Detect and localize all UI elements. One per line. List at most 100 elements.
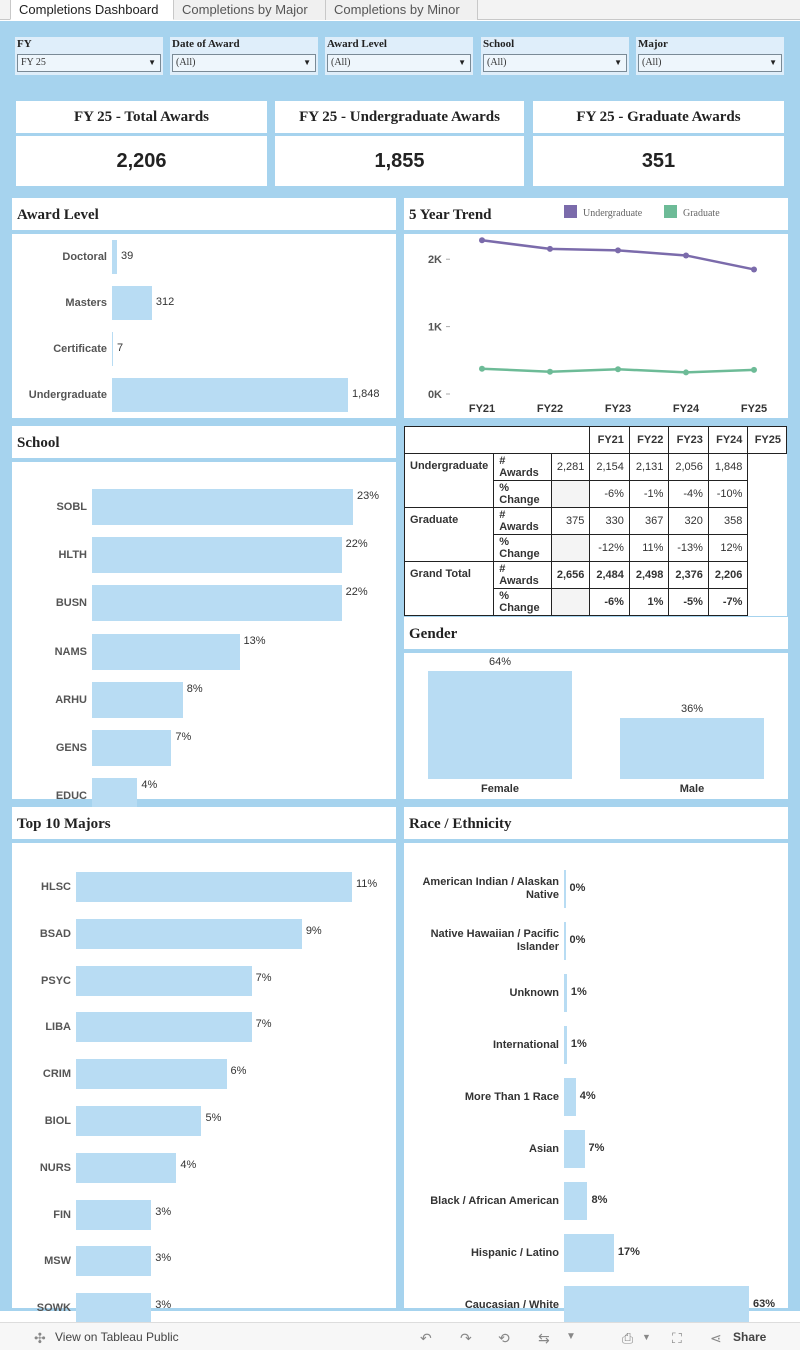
bar[interactable] <box>92 585 342 622</box>
row-metric-label: % Change <box>493 588 552 616</box>
dashboard: FY FY 25 ▼ Date of Award (All) ▼ Award Lev… <box>0 21 800 1324</box>
fy-select[interactable]: FY 25 ▼ <box>17 54 161 72</box>
bar-value-label: 7% <box>588 1142 605 1154</box>
fullscreen-icon[interactable]: ⛶ <box>672 1330 682 1346</box>
bar[interactable] <box>564 1234 614 1272</box>
bar-label: SOBL <box>56 501 87 513</box>
share-button[interactable]: Share <box>733 1330 767 1344</box>
data-point[interactable] <box>479 237 485 244</box>
bar[interactable] <box>76 872 352 902</box>
revert-icon[interactable]: ⟲ <box>498 1330 510 1346</box>
panel-title: 5 Year Trend <box>409 207 492 223</box>
view-on-tableau-link[interactable]: View on Tableau Public <box>55 1330 179 1344</box>
filter-value: (All) <box>176 57 196 68</box>
column-header: FY23 <box>668 426 709 454</box>
kpi-value: 1,855 <box>374 150 425 172</box>
bar[interactable] <box>76 1293 152 1324</box>
tab-completions-by-minor[interactable]: Completions by Minor <box>326 0 478 20</box>
bar[interactable] <box>564 974 567 1012</box>
data-point[interactable] <box>683 369 689 376</box>
bar[interactable] <box>76 1059 227 1090</box>
table-cell <box>550 480 591 508</box>
bar[interactable] <box>564 1286 749 1324</box>
data-point[interactable] <box>547 245 553 252</box>
bar[interactable] <box>564 922 566 960</box>
redo-icon[interactable]: ↷ <box>460 1330 472 1346</box>
chevron-down-icon[interactable]: ▼ <box>642 1332 651 1342</box>
bar[interactable] <box>112 240 117 274</box>
bar[interactable] <box>564 1078 576 1116</box>
tableau-toolbar: ✣ View on Tableau Public ↶ ↷ ⟲ ⇆ ▼ ⎙ ▼ ⛶… <box>0 1322 800 1350</box>
bar-label: BIOL <box>44 1115 71 1127</box>
table-cell: -7% <box>707 588 749 616</box>
bar[interactable] <box>76 1106 202 1136</box>
undo-icon[interactable]: ↶ <box>420 1330 432 1346</box>
panel-title: Race / Ethnicity <box>409 816 512 832</box>
kpi-total-value-box: 2,206 <box>16 136 267 186</box>
bar[interactable] <box>564 1182 588 1220</box>
bar[interactable] <box>564 1026 567 1064</box>
bar-label: ARHU <box>55 693 87 706</box>
bar[interactable] <box>76 918 302 949</box>
bar[interactable] <box>92 537 342 574</box>
bar[interactable] <box>620 718 764 779</box>
table-header-row: FY21 FY22 FY23 FY24 FY25 <box>403 426 787 454</box>
school-select[interactable]: (All) ▼ <box>483 54 627 72</box>
bar[interactable] <box>564 1130 585 1168</box>
legend-swatch-undergraduate <box>564 205 577 218</box>
tab-completions-by-major[interactable]: Completions by Major <box>174 0 326 20</box>
bar[interactable] <box>76 1199 152 1230</box>
panel-title: School <box>17 435 60 451</box>
bar[interactable] <box>76 1152 177 1183</box>
bar[interactable] <box>564 870 566 908</box>
award-level-select[interactable]: (All) ▼ <box>327 54 471 72</box>
tab-completions-dashboard[interactable]: Completions Dashboard <box>10 0 174 20</box>
legend-label: Graduate <box>683 208 720 219</box>
bar[interactable] <box>428 671 572 779</box>
refresh-icon[interactable]: ⇆ <box>538 1330 550 1346</box>
date-of-award-select[interactable]: (All) ▼ <box>172 54 316 72</box>
bar[interactable] <box>76 1012 252 1043</box>
data-point[interactable] <box>751 366 757 373</box>
filter-label: FY <box>17 38 32 50</box>
dropdown-arrow-icon: ▼ <box>769 58 777 67</box>
bar[interactable] <box>76 965 252 996</box>
bar[interactable] <box>92 633 240 670</box>
bar[interactable] <box>112 286 152 320</box>
download-icon[interactable]: ⎙ <box>622 1330 634 1346</box>
table-cell: 367 <box>628 507 670 535</box>
bar-label: FIN <box>53 1208 71 1221</box>
table-cell: -6% <box>589 588 630 616</box>
major-select[interactable]: (All) ▼ <box>638 54 782 72</box>
tableau-logo-icon: ✣ <box>34 1330 46 1346</box>
bar[interactable] <box>76 1246 152 1277</box>
share-icon[interactable]: ⋖ <box>710 1330 722 1346</box>
bar-label: GENS <box>55 742 87 754</box>
bar[interactable] <box>112 378 348 412</box>
bar-label: Unknown <box>509 986 560 999</box>
bar-label: Masters <box>65 297 107 309</box>
bar[interactable] <box>92 489 353 525</box>
bar-label: CRIM <box>42 1068 71 1081</box>
data-point[interactable] <box>751 266 757 273</box>
bar-label: Hispanic / Latino <box>470 1246 559 1259</box>
kpi-undergrad-title-box: FY 25 - Undergraduate Awards <box>275 101 524 133</box>
bar[interactable] <box>112 332 113 366</box>
bar-label: NAMS <box>54 645 87 658</box>
row-group-label: Graduate <box>403 507 495 562</box>
table-row: Grand Total # Awards 2,656 2,484 2,498 2,376 2… <box>403 561 787 616</box>
data-point[interactable] <box>615 247 621 254</box>
legend-label: Undergraduate <box>583 208 643 219</box>
data-point[interactable] <box>547 368 553 375</box>
data-point[interactable] <box>615 366 621 373</box>
trend-line-chart: 2K 1K 0K FY21 FY22 FY23 FY24 FY25 <box>428 237 767 415</box>
bar-value-label: 8% <box>186 682 203 695</box>
bar[interactable] <box>92 730 172 766</box>
row-metric-label: % Change <box>493 534 552 562</box>
bar[interactable] <box>92 681 183 718</box>
x-tick-label: FY21 <box>469 403 495 415</box>
data-point[interactable] <box>479 365 485 372</box>
data-point[interactable] <box>683 252 689 259</box>
chevron-down-icon[interactable]: ▼ <box>566 1331 576 1342</box>
table-row: % Change -6% 1% -5% -7% <box>405 588 787 616</box>
